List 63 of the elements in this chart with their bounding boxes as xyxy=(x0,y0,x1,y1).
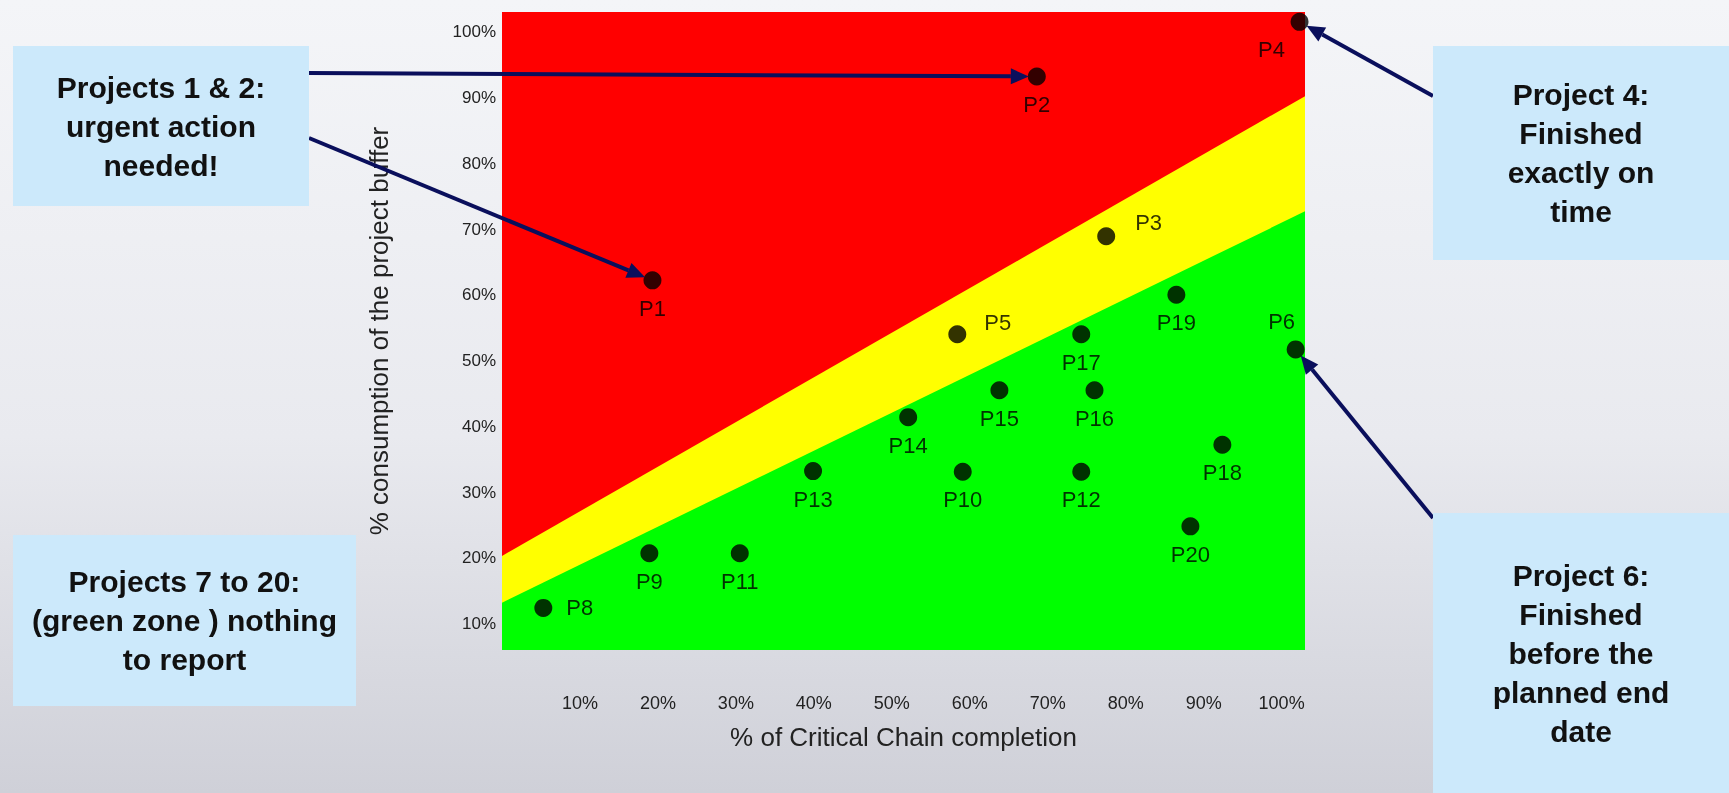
data-label: P12 xyxy=(1061,487,1101,513)
x-tick-label: 10% xyxy=(561,693,598,713)
y-tick-label: 30% xyxy=(461,482,496,502)
point xyxy=(534,598,553,617)
text: Projects 7 to 20: (green zone ) nothing to report xyxy=(31,564,338,678)
point xyxy=(899,408,918,427)
y-tick-label: 60% xyxy=(461,285,496,305)
data-label: P13 xyxy=(793,486,833,512)
data-label: P16 xyxy=(1074,405,1115,431)
text: Projects 1 & 2: urgent action needed! xyxy=(55,69,267,184)
data-label: P15 xyxy=(979,405,1019,431)
data-label: P6 xyxy=(1268,308,1296,334)
point xyxy=(953,462,972,481)
point xyxy=(1085,381,1104,400)
x-tick-label: 30% xyxy=(717,693,754,713)
point xyxy=(1072,462,1091,481)
y-tick-label: 40% xyxy=(461,416,496,436)
text: Project 4: Finished exactly on time xyxy=(1506,77,1656,230)
x-tick-label: 50% xyxy=(873,693,910,713)
text: Project 6: Finished before the planned end date xyxy=(1491,557,1671,750)
data-label: P17 xyxy=(1061,349,1101,375)
x-tick-label: 70% xyxy=(1029,693,1066,713)
x-tick-label: 90% xyxy=(1185,693,1222,713)
y-tick-label: 70% xyxy=(461,219,496,239)
point xyxy=(1286,340,1305,359)
data-label: P20 xyxy=(1170,541,1210,567)
point xyxy=(1167,285,1186,304)
data-label: P4 xyxy=(1258,37,1285,63)
y-tick-label: 90% xyxy=(461,88,496,108)
point xyxy=(1213,435,1232,454)
data-label: P9 xyxy=(635,568,663,594)
data-label: P19 xyxy=(1156,310,1196,336)
x-tick-label: 40% xyxy=(795,693,832,713)
x-axis-title: % of Critical Chain completion xyxy=(730,722,1077,752)
data-label: P5 xyxy=(984,309,1012,335)
point xyxy=(948,325,967,344)
data-label: P14 xyxy=(888,432,928,458)
x-tick-label: 20% xyxy=(639,693,676,713)
point xyxy=(990,381,1009,400)
data-label: P1 xyxy=(639,295,666,321)
y-tick-label: 10% xyxy=(461,614,496,634)
point xyxy=(804,462,823,481)
data-label: P8 xyxy=(566,595,594,621)
x-tick-label: 60% xyxy=(951,693,988,713)
data-label: P11 xyxy=(721,568,759,594)
y-tick-label: 100% xyxy=(452,22,496,42)
data-label: P2 xyxy=(1023,91,1051,117)
data-label: P3 xyxy=(1135,209,1163,235)
point xyxy=(730,544,749,563)
y-tick-label: 20% xyxy=(461,548,496,568)
x-tick-label: 80% xyxy=(1107,693,1144,713)
data-label: P10 xyxy=(943,487,983,513)
data-label: P18 xyxy=(1202,460,1242,486)
y-tick-label: 80% xyxy=(461,153,496,173)
y-tick-label: 50% xyxy=(461,351,496,371)
point xyxy=(1027,67,1046,86)
point xyxy=(1072,325,1091,344)
x-tick-label: 100% xyxy=(1258,693,1305,713)
point xyxy=(1290,12,1309,31)
point xyxy=(640,544,659,563)
point xyxy=(1097,227,1116,246)
point xyxy=(1181,517,1200,536)
point xyxy=(643,271,662,290)
